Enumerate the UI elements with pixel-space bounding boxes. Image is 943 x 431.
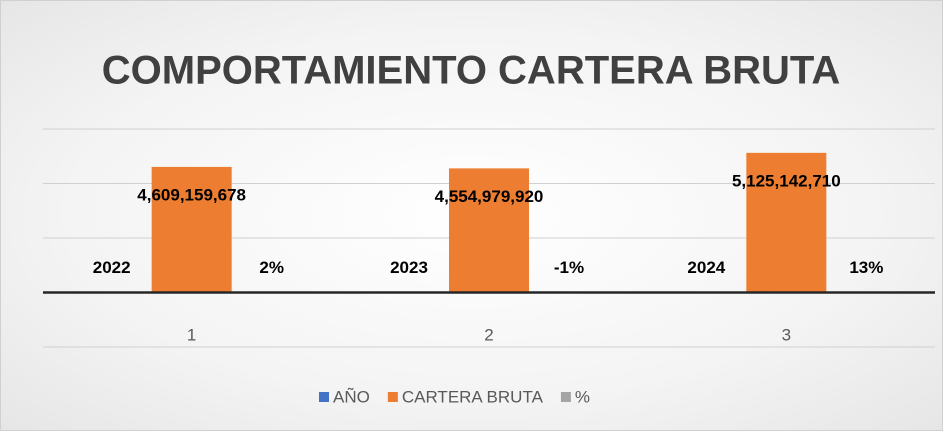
data-label: -1% [554, 258, 584, 277]
data-label: 13% [849, 258, 883, 277]
legend-swatch [560, 392, 571, 402]
chart-title: COMPORTAMIENTO CARTERA BRUTA [102, 49, 840, 93]
data-label: 5,125,142,710 [732, 171, 841, 190]
legend-swatch [387, 392, 398, 402]
data-label: 2023 [390, 258, 428, 277]
data-label: 2022 [93, 258, 131, 277]
x-tick-label: 3 [782, 325, 791, 344]
legend-label: % [575, 387, 590, 406]
data-label: 2% [259, 258, 284, 277]
legend-label: CARTERA BRUTA [402, 387, 544, 406]
data-label: 4,609,159,678 [137, 185, 246, 204]
legend-swatch [319, 392, 329, 402]
x-tick-label: 2 [484, 325, 493, 344]
x-tick-label: 1 [187, 325, 196, 344]
data-label: 2024 [687, 258, 725, 277]
bar [449, 168, 529, 293]
data-label: 4,554,979,920 [435, 187, 544, 206]
legend-label: AÑO [333, 387, 370, 406]
bar [151, 166, 232, 293]
bar [746, 152, 827, 293]
